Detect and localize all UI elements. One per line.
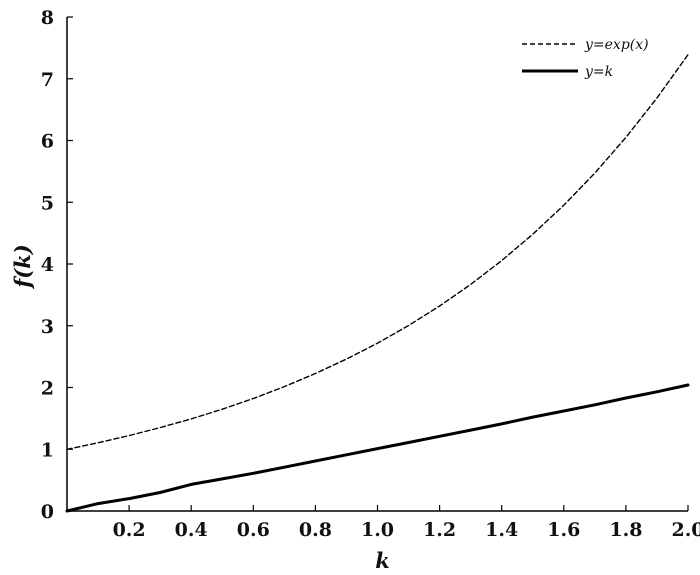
- x-tick-label: 1.6: [547, 519, 580, 541]
- x-ticks: 0.2 0.4 0.6 0.8 1.0 1.2 1.4 1.6 1.8 2.0: [113, 505, 700, 541]
- y-ticks: 0 1 2 3 4 5 6 7 8: [41, 7, 73, 523]
- y-tick-label: 6: [41, 131, 54, 153]
- y-tick-label: 7: [41, 69, 54, 91]
- y-axis-label: f(k): [10, 244, 35, 289]
- legend-label-exp: y=exp(x): [584, 37, 649, 53]
- legend-label-linear: y=k: [584, 64, 613, 80]
- x-tick-label: 0.6: [237, 519, 270, 541]
- x-tick-label: 1.0: [361, 519, 394, 541]
- y-tick-label: 8: [41, 7, 54, 29]
- axes: [66, 17, 688, 512]
- series-line-exp: [66, 54, 689, 450]
- x-tick-label: 0.4: [175, 519, 208, 541]
- y-tick-label: 0: [41, 501, 54, 523]
- y-tick-label: 1: [41, 439, 54, 461]
- x-tick-label: 0.2: [113, 519, 146, 541]
- y-tick-label: 4: [41, 254, 54, 276]
- x-axis-label: k: [375, 548, 390, 573]
- series-line-linear: [65, 383, 690, 513]
- x-tick-label: 1.8: [609, 519, 642, 541]
- x-tick-label: 1.4: [485, 519, 518, 541]
- y-tick-label: 5: [41, 192, 54, 214]
- x-tick-label: 1.2: [423, 519, 456, 541]
- y-tick-label: 2: [41, 378, 54, 400]
- legend: y=exp(x) y=k: [522, 37, 649, 80]
- x-tick-label: 0.8: [299, 519, 332, 541]
- y-tick-label: 3: [41, 316, 54, 338]
- series-layer: [65, 54, 690, 513]
- x-tick-label: 2.0: [671, 519, 700, 541]
